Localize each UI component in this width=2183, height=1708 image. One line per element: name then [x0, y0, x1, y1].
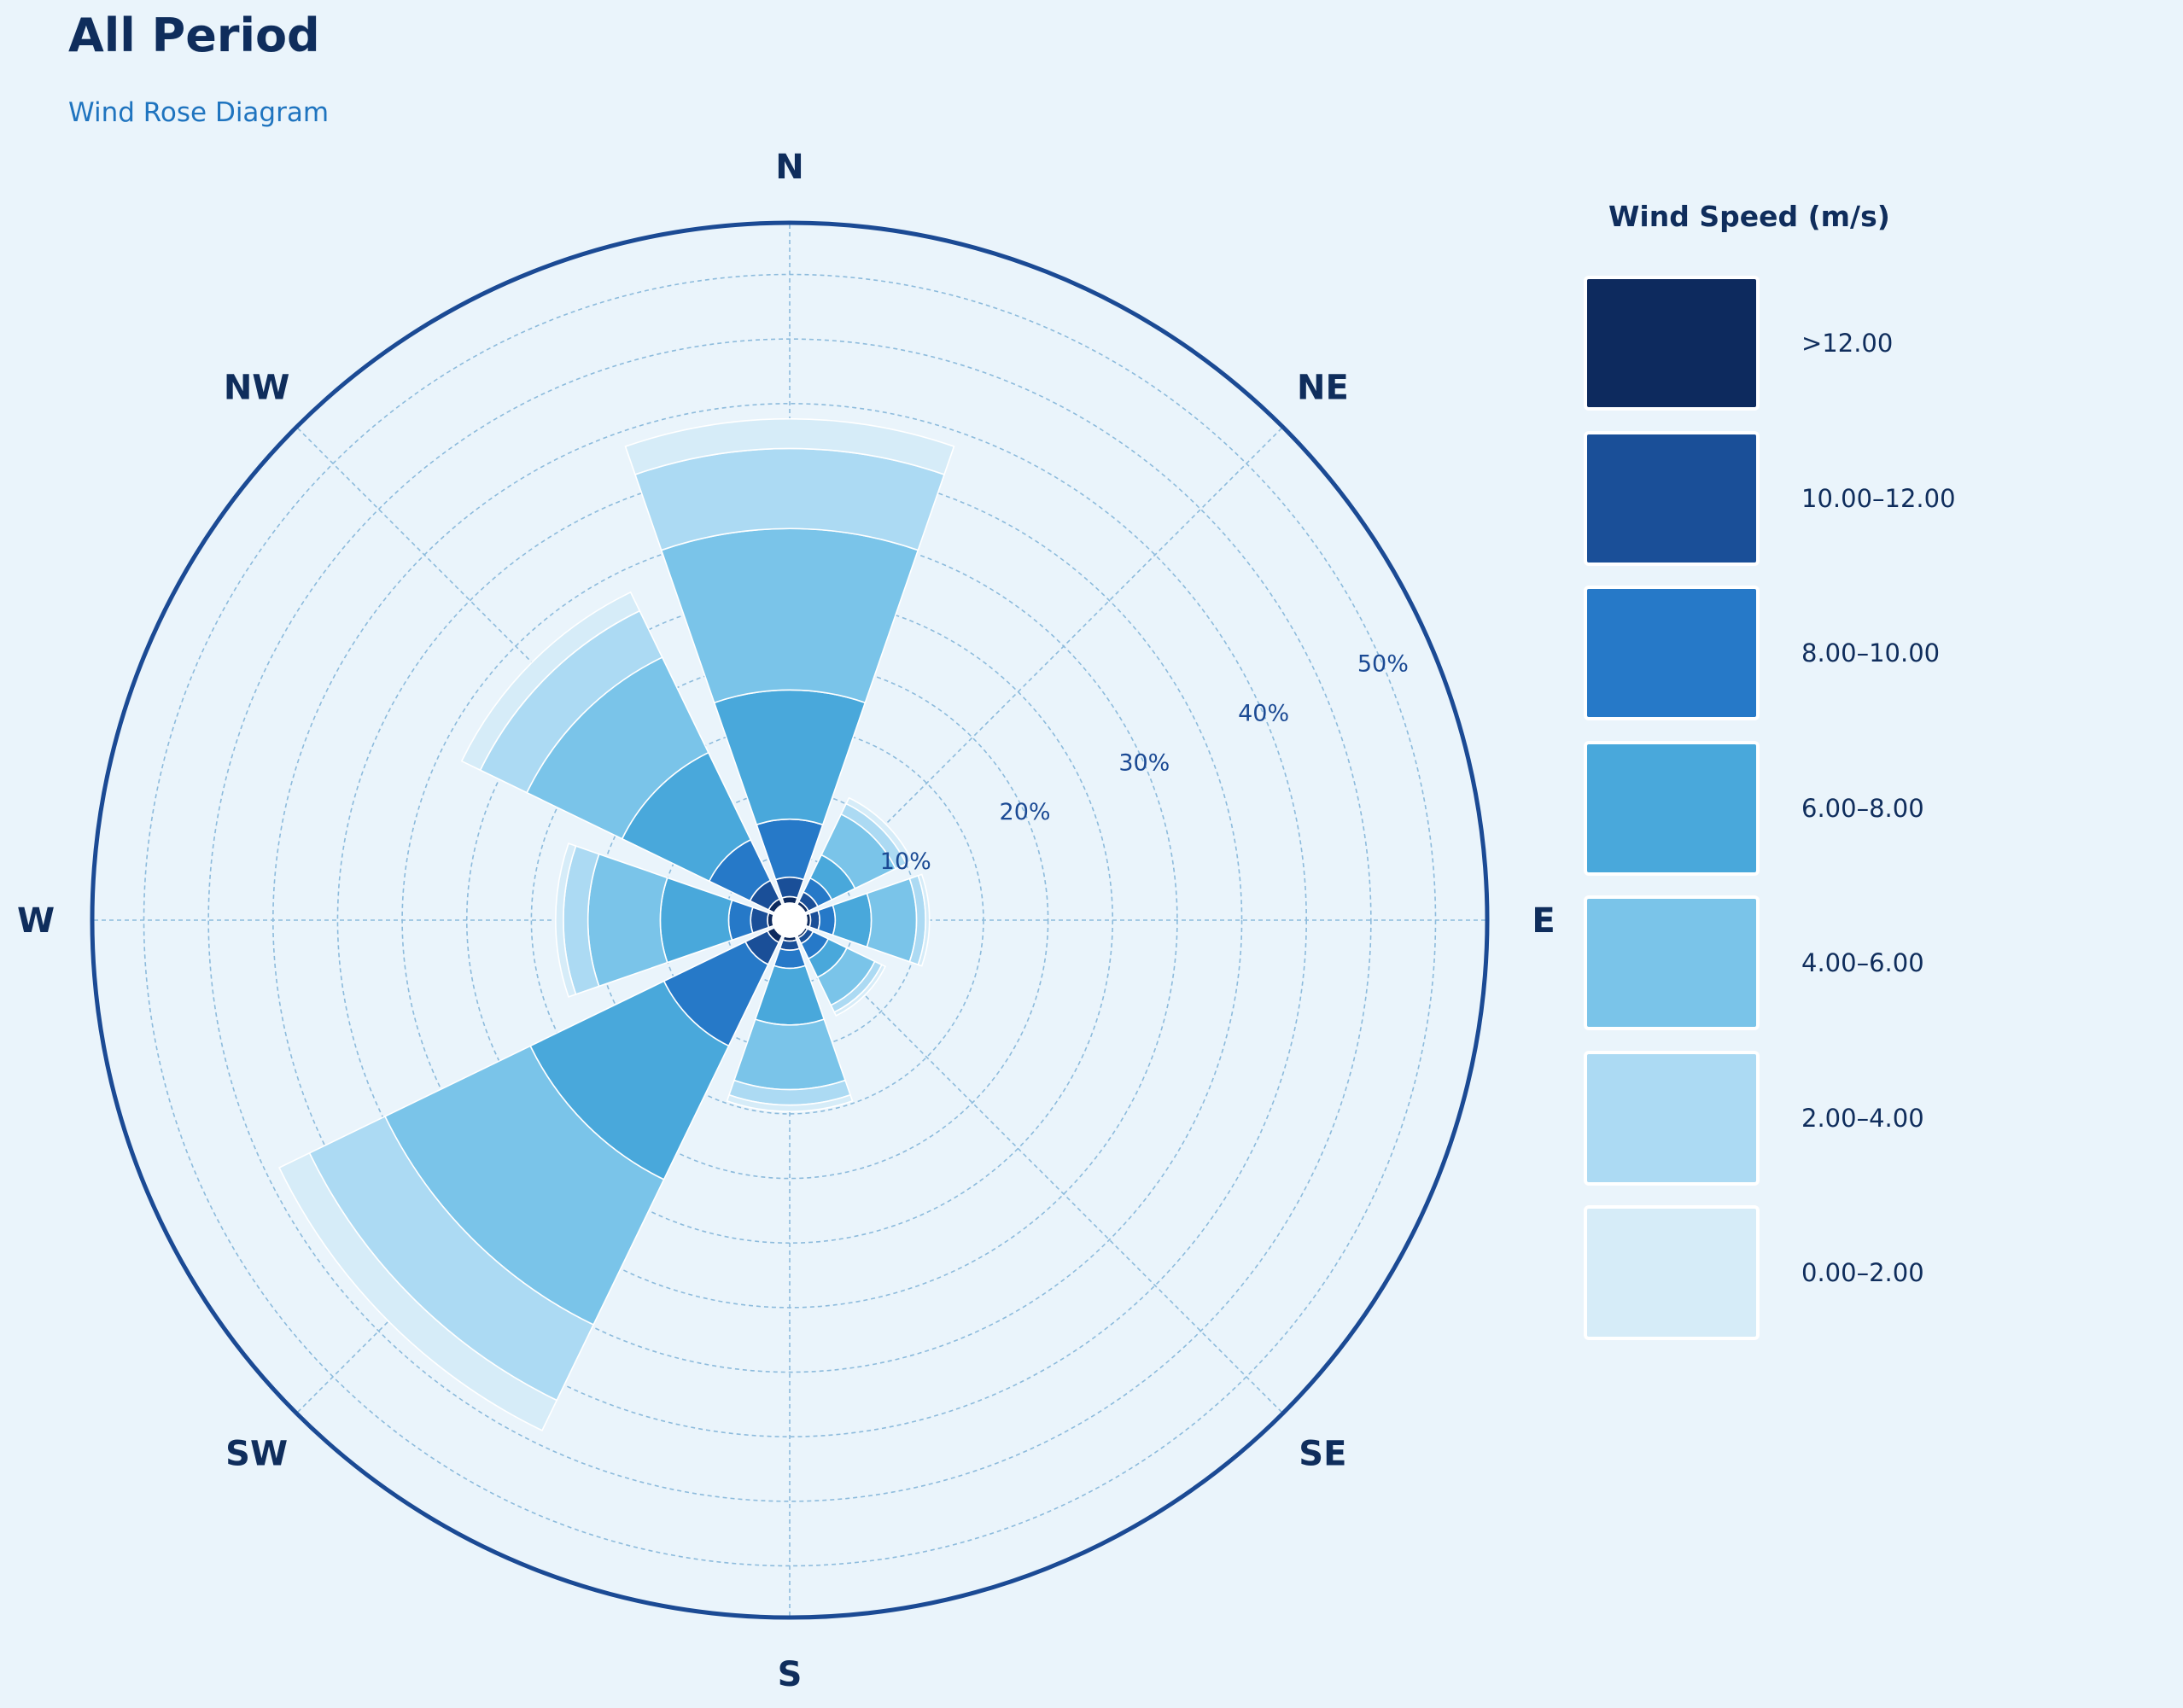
legend-label: 2.00–4.00	[1801, 1103, 1924, 1133]
bar-segment-se-6	[833, 964, 886, 1017]
bar-segment-s-1	[779, 939, 801, 951]
direction-label-s: S	[778, 1655, 803, 1694]
legend-label: >12.00	[1801, 329, 1894, 358]
outer-ring	[90, 220, 1490, 1620]
radial-tick-label: 40%	[1238, 700, 1289, 726]
legend-swatch	[1584, 586, 1760, 720]
bar-segment-s-2	[773, 947, 807, 970]
bar-segment-nw-6	[460, 591, 641, 772]
chart-subtitle: Wind Rose Diagram	[68, 97, 330, 128]
legend-label: 8.00–10.00	[1801, 638, 1941, 667]
direction-label-n: N	[775, 148, 803, 187]
legend-label: 10.00–12.00	[1801, 483, 1956, 513]
bar-segment-w-2	[727, 899, 754, 941]
chart-title: All Period	[68, 9, 320, 62]
bar-segment-s-3	[754, 965, 826, 1026]
bar-segment-e-1	[808, 909, 820, 931]
legend-swatch	[1584, 740, 1760, 876]
bar-segment-n-3	[713, 689, 867, 826]
wind-rose-bars	[278, 417, 955, 1431]
legend-label: 4.00–6.00	[1801, 948, 1924, 977]
legend-swatch	[1584, 276, 1760, 411]
bar-segment-w-6	[555, 842, 577, 998]
bar-segment-e-2	[817, 904, 837, 936]
center-hub	[772, 902, 808, 938]
radial-tick-label: 10%	[880, 848, 931, 875]
bar-segment-n-2	[756, 818, 824, 881]
bar-segment-n-6	[624, 417, 955, 475]
grid-spoke	[789, 919, 1284, 1414]
legend-swatch	[1584, 895, 1760, 1030]
legend-swatch	[1584, 430, 1760, 566]
direction-label-e: E	[1532, 901, 1555, 941]
grid-ring	[207, 338, 1372, 1502]
radial-tick-label: 20%	[1000, 799, 1051, 825]
bar-segment-n-4	[660, 528, 919, 704]
bar-segment-w-4	[587, 853, 668, 988]
legend-label: 0.00–2.00	[1801, 1258, 1924, 1287]
bar-segment-ne-6	[845, 796, 913, 865]
legend-label: 6.00–8.00	[1801, 793, 1924, 823]
direction-label-ne: NE	[1297, 369, 1349, 408]
direction-label-se: SE	[1299, 1434, 1346, 1473]
bar-segment-e-4	[866, 877, 918, 963]
bar-segment-sw-6	[278, 1151, 558, 1431]
legend-swatch	[1584, 1205, 1760, 1340]
direction-labels: N NE E SE S SW W NW	[17, 148, 1556, 1694]
legend-swatch	[1584, 1050, 1760, 1186]
radial-tick-labels: 10% 20% 30% 40% 50%	[880, 651, 1409, 876]
bar-segment-n-1	[774, 876, 805, 899]
bar-segment-w-3	[659, 877, 733, 964]
bar-segment-s-6	[726, 1093, 854, 1113]
bar-segment-e-3	[832, 892, 873, 948]
direction-label-w: W	[17, 901, 55, 941]
bar-segment-e-6	[917, 873, 931, 967]
radial-tick-label: 30%	[1118, 749, 1170, 776]
direction-label-sw: SW	[225, 1434, 288, 1473]
legend-title: Wind Speed (m/s)	[1608, 200, 1890, 233]
bar-segment-s-4	[733, 1018, 847, 1091]
radial-tick-label: 50%	[1357, 651, 1409, 678]
direction-label-nw: NW	[224, 369, 290, 408]
bar-segment-w-1	[750, 906, 770, 934]
